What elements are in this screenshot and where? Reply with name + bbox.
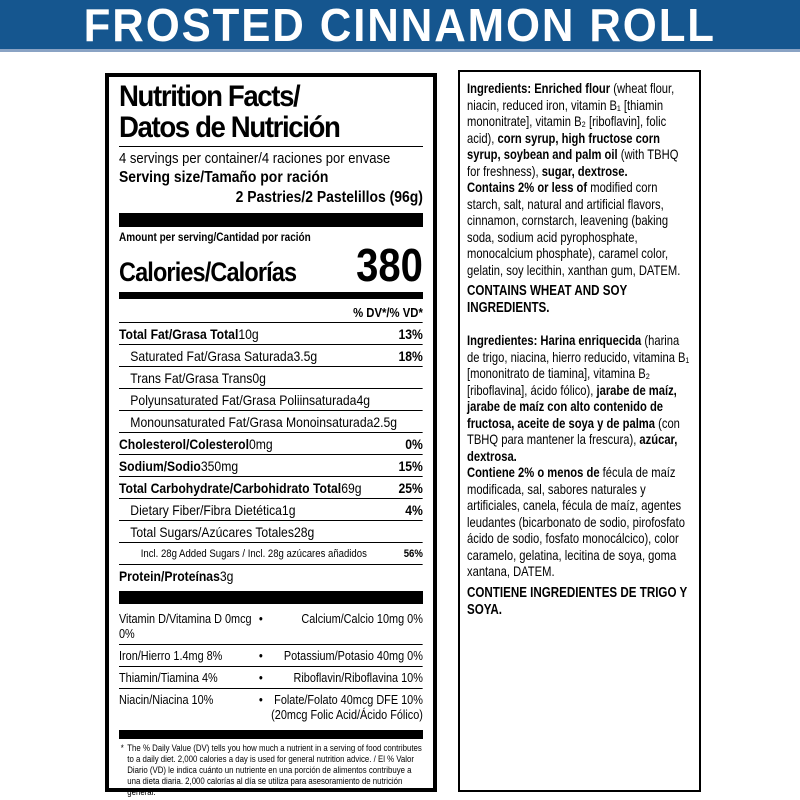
ingredients-panel: Ingredients: Enriched flour (wheat flour… [458,70,701,792]
medium-divider [119,292,423,299]
nutrient-row-total-sugars: Total Sugars/Azúcares Totales 28g [119,520,423,542]
footnote-text: The % Daily Value (DV) tells you how muc… [127,743,422,797]
product-title: FROSTED CINNAMON ROLL [83,0,717,51]
nutrient-row-protein: Protein/Proteínas 3g [119,564,423,586]
nutrient-row-saturated-fat: Saturated Fat/Grasa Saturada 3.5g 18% [119,344,423,366]
bullet-icon: • [258,669,263,685]
nutrient-row-dietary-fiber: Dietary Fiber/Fibra Dietética 1g 4% [119,498,423,520]
calories-row: Calories/Calorías 380 [119,239,423,291]
vitamin-row-thiamin-riboflavin: Thiamin/Tiamina 4% • Riboflavin/Riboflav… [119,666,423,688]
allergen-statement-english: CONTAINS WHEAT AND SOY INGREDIENTS. [467,283,628,316]
nutrient-row-monounsaturated-fat: Monounsaturated Fat/Grasa Monoinsaturada… [119,410,423,432]
nutrition-facts-title-es: Datos de Nutrición [119,111,341,144]
ingredients-spanish: Ingredientes: Harina enriquecida (harina… [467,332,690,464]
nutrient-row-sodium: Sodium/Sodio 350mg 15% [119,454,423,476]
ingredients-english: Ingredients: Enriched flour (wheat flour… [467,80,679,179]
amount-per-serving-label: Amount per serving/Cantidad por ración [119,232,311,244]
allergen-statement-spanish: CONTIENE INGREDIENTES DE TRIGO Y SOYA. [467,584,688,618]
bullet-icon: • [258,647,263,663]
nutrition-facts-panel: Nutrition Facts/ Datos de Nutrición 4 se… [105,73,437,797]
bullet-icon: • [258,610,263,626]
end-divider [119,730,423,739]
serving-size-value: 2 Pastries/2 Pastelillos (96g) [235,189,423,206]
servings-per-container: 4 servings per container/4 raciones por … [119,150,391,167]
vitamin-row-d-calcium: Vitamin D/Vitamina D 0mcg 0% • Calcium/C… [119,610,423,641]
vitamin-row-niacin-folate: Niacin/Niacina 10% • Folate/Folato 40mcg… [119,688,423,725]
footnote-asterisk: * [120,743,124,753]
calories-label: Calories/Calorías [119,257,297,287]
nutrient-row-total-fat: Total Fat/Grasa Total 10g 13% [119,322,423,344]
product-banner: FROSTED CINNAMON ROLL [0,0,800,52]
serving-size-label: Serving size/Tamaño por ración [119,169,329,186]
bullet-icon: • [258,691,263,707]
daily-value-footnote: * The % Daily Value (DV) tells you how m… [119,743,423,798]
divider [119,146,423,147]
ingredients-english-contains: Contains 2% or less of modified corn sta… [467,179,681,278]
nutrition-facts-title-en: Nutrition Facts/ [119,80,301,113]
nutrient-row-total-carbohydrate: Total Carbohydrate/Carbohidrato Total 69… [119,476,423,498]
calories-value: 380 [356,239,423,291]
daily-value-header: % DV*/% VD* [353,305,423,320]
thick-divider [119,591,423,604]
vitamin-row-iron-potassium: Iron/Hierro 1.4mg 8% • Potassium/Potasio… [119,644,423,666]
thick-divider [119,213,423,227]
nutrient-row-polyunsaturated-fat: Polyunsaturated Fat/Grasa Poliinsaturada… [119,388,423,410]
nutrient-row-added-sugars: Incl. 28g Added Sugars / Incl. 28g azúca… [119,542,423,564]
nutrient-row-cholesterol: Cholesterol/Colesterol 0mg 0% [119,432,423,454]
ingredients-spanish-contains: Contiene 2% o menos de fécula de maíz mo… [467,464,685,579]
nutrient-row-trans-fat: Trans Fat/Grasa Trans 0g [119,366,423,388]
